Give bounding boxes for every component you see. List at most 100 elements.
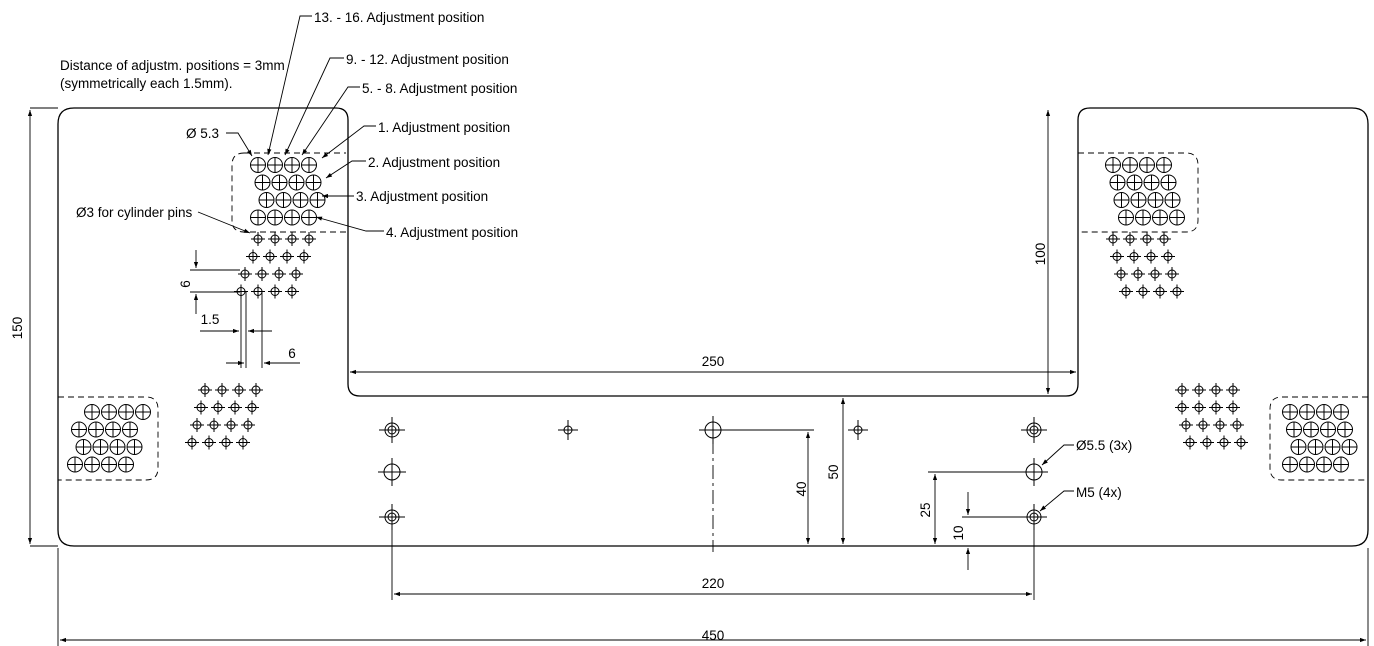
adjustment-hole [75, 439, 92, 455]
pin-hole [249, 383, 263, 397]
pin-hole [1114, 267, 1128, 281]
mounting-hole [379, 417, 405, 443]
adjustment-hole [1160, 174, 1177, 191]
dim-25-label: 25 [918, 502, 933, 517]
pin-hole [1175, 383, 1189, 397]
leader-pos-4 [315, 216, 384, 232]
pin-hole [1106, 232, 1120, 246]
pin-hole [1234, 435, 1248, 450]
pin-hole [1183, 435, 1197, 450]
pin-hole [245, 400, 259, 415]
pin-hole [1217, 435, 1231, 450]
adjustment-hole [1341, 439, 1358, 455]
adjustment-hole [84, 456, 100, 473]
pin-hole [251, 232, 265, 246]
adjustment-hole [1135, 209, 1151, 226]
adjustment-hole [250, 157, 266, 173]
adjustment-hole [101, 404, 117, 420]
adjustment-hole [1282, 456, 1298, 473]
pin-hole [241, 418, 255, 432]
pin-hole [1209, 383, 1223, 397]
adjustment-hole [1299, 456, 1315, 473]
pin-hole [1148, 267, 1162, 281]
pin-hole [285, 232, 299, 246]
adjustment-hole [1337, 421, 1353, 438]
mounting-hole [558, 420, 578, 440]
adjustment-hole [135, 404, 151, 420]
adjustment-hole [267, 157, 283, 173]
pin-hole [219, 435, 233, 450]
pin-hole [285, 284, 299, 299]
pin-hole [1175, 400, 1189, 415]
adjustment-hole [1290, 439, 1307, 455]
pin-hole [1196, 418, 1210, 432]
mounting-hole [1021, 504, 1047, 530]
adjustment-hole [271, 174, 288, 191]
adjustment-hole [101, 456, 117, 473]
pin-hole [246, 249, 260, 264]
pin-hole [211, 400, 225, 415]
adjustment-hole [1118, 209, 1134, 226]
pin-hole [1192, 400, 1206, 415]
pin-hole [228, 400, 242, 415]
adjustment-hole [105, 421, 121, 438]
pin-hole [1153, 284, 1167, 299]
adjustment-hole [1282, 404, 1298, 420]
dim-10-label: 10 [951, 525, 966, 540]
pin-hole [272, 267, 286, 281]
pin-hole [1209, 400, 1223, 415]
adjustment-hole [301, 209, 317, 226]
pin-hole [215, 383, 229, 397]
dim-6-vertical-label: 6 [178, 280, 193, 288]
distance-note-line2: (symmetrically each 1.5mm). [60, 76, 233, 91]
callout-dia-3-pins: Ø3 for cylinder pins [76, 205, 193, 220]
pin-hole [194, 400, 208, 415]
pin-hole [255, 267, 269, 281]
adjustment-hole [1147, 192, 1164, 208]
leader-pos-2 [325, 160, 366, 179]
dimension-texts: 150 100 250 6 1.5 6 40 50 25 10 220 450 [10, 243, 1048, 643]
adjustment-hole [1143, 174, 1160, 191]
dim-100-label: 100 [1033, 243, 1048, 266]
mounting-hole [1020, 458, 1048, 486]
adjustment-hole [126, 439, 143, 455]
leader-pos-9-12 [284, 57, 344, 156]
callout-pos-1: 1. Adjustment position [378, 120, 510, 135]
adjustment-hole [1303, 421, 1319, 438]
distance-note-line1: Distance of adjustm. positions = 3mm [60, 58, 285, 73]
callout-pos-13-16: 13. - 16. Adjustment position [314, 10, 484, 25]
dim-6-horizontal-label: 6 [288, 346, 296, 361]
pin-hole [1157, 232, 1171, 246]
adjustment-hole [258, 192, 275, 208]
adjustment-hole [288, 174, 305, 191]
adjustment-hole [309, 192, 326, 208]
adjustment-hole [1307, 439, 1324, 455]
adjustment-hole [1152, 209, 1168, 226]
pin-hole [1119, 284, 1133, 299]
pin-hole [1140, 232, 1154, 246]
cluster-outline-right [1269, 396, 1368, 481]
adjustment-hole [305, 174, 322, 191]
cluster-outline-top-right [1078, 152, 1199, 233]
adjustment-hole [71, 421, 87, 438]
mounting-hole [379, 504, 405, 530]
callout-pos-5-8: 5. - 8. Adjustment position [362, 81, 517, 96]
adjustment-hole [1333, 456, 1349, 473]
callout-pos-9-12: 9. - 12. Adjustment position [346, 52, 509, 67]
adjustment-hole [292, 192, 309, 208]
pin-hole [224, 418, 238, 432]
adjustment-hole [67, 456, 83, 473]
adjustment-hole [1299, 404, 1315, 420]
pin-hole [1230, 418, 1244, 432]
leader-dia-5-3 [226, 132, 253, 157]
leader-pos-5-8 [301, 86, 360, 156]
adjustment-hole [284, 209, 300, 226]
callout-pos-2: 2. Adjustment position [368, 155, 500, 170]
pin-hole [251, 284, 265, 299]
pin-hole [1165, 267, 1179, 281]
pin-hole [1127, 249, 1141, 264]
adjustment-hole [1286, 421, 1302, 438]
adjustment-hole [1122, 157, 1138, 173]
pin-hole [1200, 435, 1214, 450]
callout-pos-4: 4. Adjustment position [386, 225, 518, 240]
